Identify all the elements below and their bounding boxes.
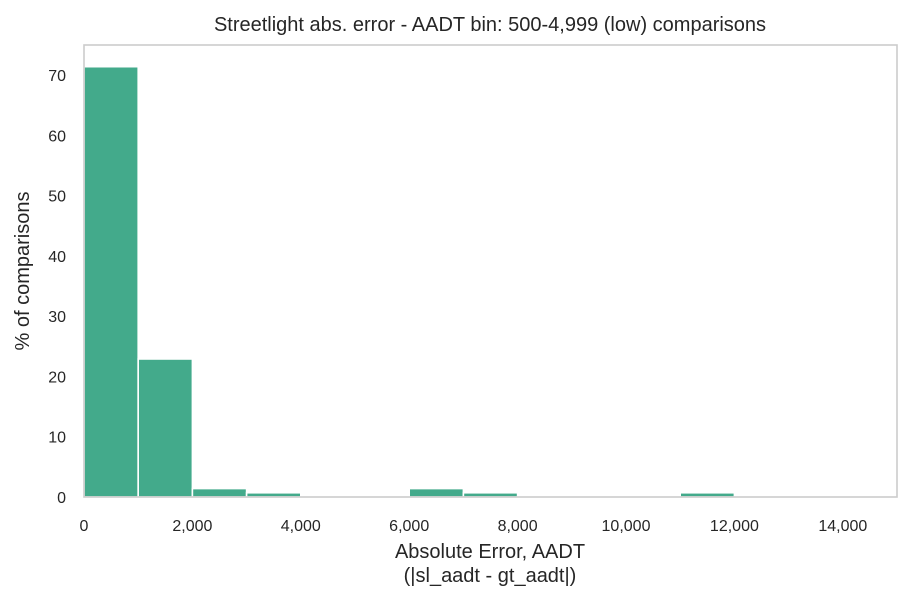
y-tick-label-6: 60: [48, 128, 66, 145]
plot-frame: [83, 44, 898, 498]
x-tick-label-0: 0: [80, 518, 89, 535]
y-tick-label-2: 20: [48, 369, 66, 386]
y-tick-label-4: 40: [48, 249, 66, 266]
bars-layer: [83, 65, 736, 498]
x-axis-label-line2: (|sl_aadt - gt_aadt|): [404, 565, 577, 587]
x-tick-label-2: 4,000: [281, 518, 321, 535]
histogram-bar-2: [191, 487, 248, 498]
x-tick-label-3: 6,000: [389, 518, 429, 535]
histogram-bar-1: [137, 358, 194, 498]
x-axis-label-line1: Absolute Error, AADT: [395, 541, 585, 563]
y-tick-label-7: 70: [48, 68, 66, 85]
y-axis-label: % of comparisons: [12, 192, 34, 351]
y-tick-label-5: 50: [48, 189, 66, 206]
y-tick-label-1: 10: [48, 430, 66, 447]
x-tick-label-5: 10,000: [602, 518, 651, 535]
histogram-bar-6: [408, 487, 465, 498]
x-tick-label-6: 12,000: [710, 518, 759, 535]
y-tick-label-3: 30: [48, 309, 66, 326]
x-tick-label-1: 2,000: [172, 518, 212, 535]
histogram-bar-0: [83, 65, 140, 498]
y-axis-ticks: 0 10 20 30 40 50 60 70: [48, 68, 66, 507]
x-tick-label-7: 14,000: [818, 518, 867, 535]
chart-title: Streetlight abs. error - AADT bin: 500-4…: [214, 14, 766, 36]
x-tick-label-4: 8,000: [498, 518, 538, 535]
x-axis-ticks: 0 2,000 4,000 6,000 8,000 10,000 12,000 14,000: [80, 518, 868, 535]
y-tick-label-0: 0: [57, 490, 66, 507]
